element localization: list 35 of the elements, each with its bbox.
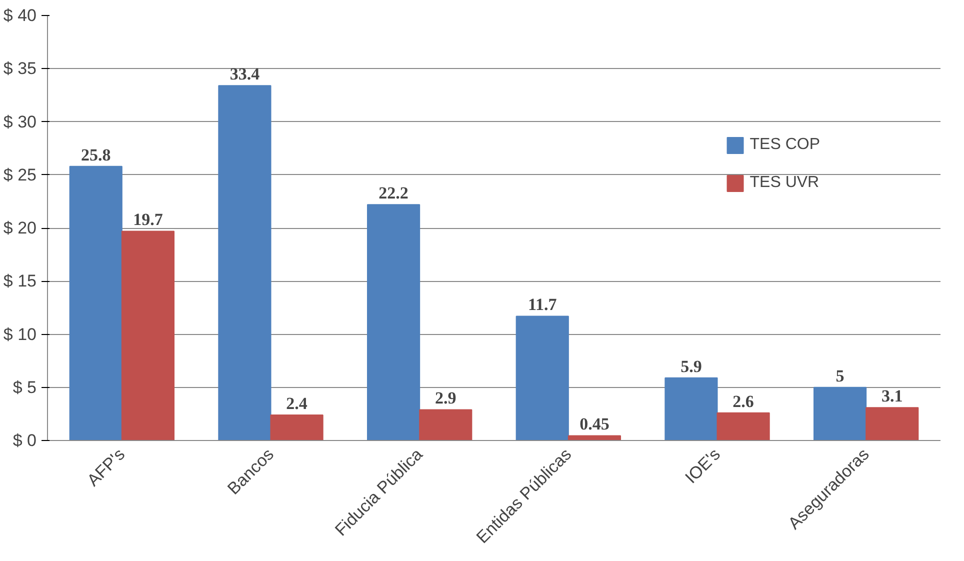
data-label: 2.9: [435, 388, 456, 408]
data-label: 25.8: [80, 145, 111, 164]
bar: [813, 386, 867, 440]
bar: [716, 412, 770, 440]
bar: [69, 166, 122, 440]
data-label: 5.9: [680, 356, 702, 376]
bar: [516, 316, 569, 440]
y-tick-label: $ 15: [3, 272, 37, 291]
data-label: 22.2: [378, 184, 408, 203]
y-tick-label: $ 20: [3, 218, 37, 238]
bar: [664, 377, 718, 440]
bar: [270, 414, 324, 440]
data-label: 33.4: [230, 64, 260, 84]
y-tick-label: $ 40: [3, 6, 37, 25]
data-label: 19.7: [133, 210, 164, 230]
y-tick-label: $ 10: [3, 324, 37, 344]
y-tick-label: $ 25: [3, 165, 37, 184]
bar: [568, 435, 622, 440]
legend-label: TES COP: [750, 136, 820, 154]
bar: [121, 230, 175, 440]
data-label: 5: [836, 366, 844, 386]
legend-label: TES UVR: [750, 174, 820, 192]
bar: [218, 85, 272, 440]
data-label: 2.6: [732, 392, 754, 411]
bar: [419, 409, 472, 440]
bar: [366, 204, 420, 440]
y-tick-label: $ 0: [12, 431, 37, 450]
y-tick-label: $ 35: [3, 59, 37, 78]
data-label: 3.1: [882, 386, 903, 406]
data-label: 0.45: [580, 414, 610, 434]
data-label: 11.7: [528, 295, 558, 314]
data-label: 2.4: [286, 394, 308, 413]
bar: [866, 407, 919, 440]
y-tick-label: $ 30: [3, 112, 37, 132]
y-tick-label: $ 5: [12, 378, 37, 397]
